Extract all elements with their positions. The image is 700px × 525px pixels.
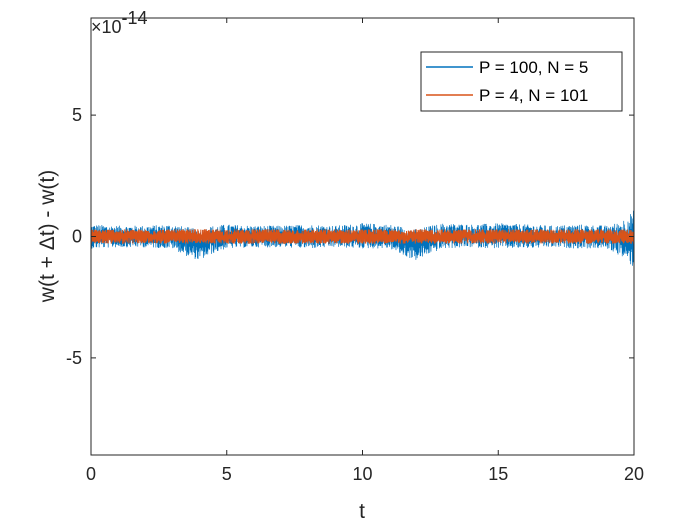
y-axis-exponent-base: ×10 bbox=[91, 17, 122, 37]
y-tick-label: 0 bbox=[72, 227, 82, 247]
x-tick-label: 20 bbox=[624, 464, 644, 484]
series-line-2 bbox=[90, 229, 635, 244]
series-layer bbox=[90, 210, 635, 266]
y-axis-exponent: ×10-14 bbox=[91, 8, 148, 37]
legend-label-series-2: P = 4, N = 101 bbox=[479, 86, 588, 105]
x-tick-label: 0 bbox=[86, 464, 96, 484]
x-tick-label: 10 bbox=[352, 464, 372, 484]
x-tick-label: 5 bbox=[222, 464, 232, 484]
y-axis-label: w(t + Δt) - w(t) bbox=[36, 170, 59, 303]
legend-box bbox=[420, 51, 623, 112]
ticks-layer: 0 5 10 15 20 -5 0 5 bbox=[66, 18, 644, 484]
x-tick-label: 15 bbox=[488, 464, 508, 484]
y-tick-label: -5 bbox=[66, 348, 82, 368]
legend[interactable]: P = 100, N = 5 P = 4, N = 101 bbox=[420, 51, 623, 112]
legend-label-series-1: P = 100, N = 5 bbox=[479, 58, 588, 77]
y-axis-exponent-power: -14 bbox=[122, 8, 148, 28]
x-axis-label: t bbox=[359, 500, 365, 523]
y-tick-label: 5 bbox=[72, 105, 82, 125]
